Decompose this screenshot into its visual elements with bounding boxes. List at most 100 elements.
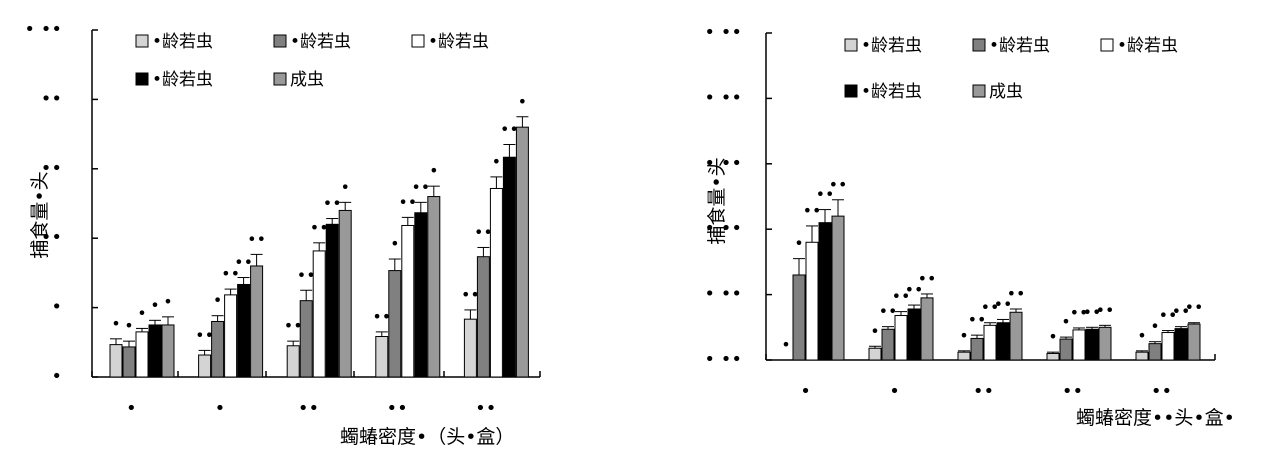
significance-letter: ••	[905, 280, 924, 299]
bar	[881, 328, 895, 361]
bar	[109, 344, 123, 378]
legend-swatch	[1100, 38, 1114, 52]
significance-letter: ••	[372, 307, 391, 326]
significance-letter: ••	[461, 285, 480, 304]
x-category-label: •	[126, 398, 137, 419]
bar	[312, 250, 326, 378]
y-tick-label: ••	[41, 227, 62, 248]
y-tick-label: ••	[41, 158, 62, 179]
bar	[1085, 328, 1099, 361]
x-category-label: ••	[1151, 381, 1172, 402]
bar	[489, 187, 503, 378]
significance-letter: ••	[500, 120, 519, 139]
significance-letter: ••	[892, 287, 911, 306]
significance-letter: ••	[1159, 306, 1178, 325]
legend-swatch	[844, 38, 858, 52]
bar	[476, 256, 490, 378]
significance-letter: •	[1048, 327, 1057, 346]
significance-letter: ••	[1083, 302, 1102, 321]
significance-letter: •	[111, 314, 120, 333]
legend-label: •龄若虫	[989, 36, 1050, 56]
bar	[805, 241, 819, 361]
bar	[224, 294, 238, 378]
bar	[148, 324, 162, 378]
y-tick-label: • ••	[704, 22, 742, 43]
significance-letter: ••	[879, 302, 898, 321]
bar	[463, 318, 477, 378]
legend-label: 成虫	[290, 70, 324, 90]
legend-label: •龄若虫	[152, 32, 213, 52]
legend-label: •龄若虫	[1117, 36, 1178, 56]
x-category-label: ••	[298, 398, 319, 419]
significance-letter: ••	[247, 229, 266, 248]
significance-letter: •	[492, 152, 501, 171]
significance-letter: ••	[829, 175, 848, 194]
significance-letter: ••	[411, 177, 430, 196]
bar	[1072, 329, 1086, 361]
bar	[831, 215, 845, 361]
bar	[502, 156, 516, 378]
bar	[198, 354, 212, 378]
bar	[1161, 332, 1175, 361]
bar	[996, 322, 1010, 361]
bar	[286, 345, 300, 378]
x-category-label: ••	[1062, 381, 1083, 402]
significance-letter: •	[959, 326, 968, 345]
bar	[414, 212, 428, 378]
x-category-label: ••	[475, 398, 496, 419]
significance-letter: ••	[323, 194, 342, 213]
significance-letter: •	[1150, 317, 1159, 336]
significance-letter: •	[390, 234, 399, 253]
bar	[1174, 328, 1188, 361]
significance-letter: ••	[981, 298, 1000, 317]
significance-letter: •	[781, 335, 790, 354]
significance-letter: ••	[310, 218, 329, 237]
bar	[427, 196, 441, 378]
significance-letter: ••	[195, 325, 214, 344]
significance-letter: •	[518, 92, 527, 111]
legend-swatch	[135, 72, 149, 86]
significance-letter: ••	[918, 269, 937, 288]
y-tick-label: • ••	[704, 153, 742, 174]
y-tick-label: • ••	[704, 284, 742, 305]
significance-letter: ••	[234, 253, 253, 272]
bar	[920, 297, 934, 361]
significance-letter: ••	[994, 294, 1013, 313]
significance-letter: ••	[221, 264, 240, 283]
significance-letter: •	[124, 316, 133, 335]
x-category-label: •	[889, 381, 900, 402]
bar	[250, 265, 264, 378]
significance-letter: ••	[284, 316, 303, 335]
y-tick-label: • ••	[24, 19, 62, 40]
bar	[211, 320, 225, 378]
legend-swatch	[411, 34, 425, 48]
x-category-label: ••	[973, 381, 994, 402]
y-tick-label: ••	[41, 88, 62, 109]
significance-letter: ••	[968, 310, 987, 329]
bar	[375, 336, 389, 378]
x-axis-title: 蠋蝽密度••头•盒•	[1076, 407, 1235, 429]
y-axis-title: 捕食量•头	[29, 171, 51, 258]
bar	[1148, 343, 1162, 361]
bar	[135, 331, 149, 378]
legend-label: •龄若虫	[428, 32, 489, 52]
bar	[957, 351, 971, 361]
significance-letter: •	[1061, 312, 1070, 331]
bar	[401, 224, 415, 378]
bar	[792, 274, 806, 361]
bar	[970, 337, 984, 361]
bar	[1009, 311, 1023, 361]
legend-swatch	[972, 38, 986, 52]
x-category-label: •	[800, 381, 811, 402]
chart-panel-right: • ••• ••• ••• ••• ••• ••••••••••••••••••…	[704, 22, 1234, 429]
significance-letter: •	[429, 161, 438, 180]
significance-letter: •	[137, 303, 146, 322]
legend-swatch	[972, 84, 986, 98]
bar	[299, 300, 313, 378]
significance-letter: •	[163, 292, 172, 311]
y-tick-label: •	[51, 366, 62, 387]
bar	[325, 223, 339, 378]
bar	[907, 308, 921, 361]
bar	[161, 324, 175, 378]
